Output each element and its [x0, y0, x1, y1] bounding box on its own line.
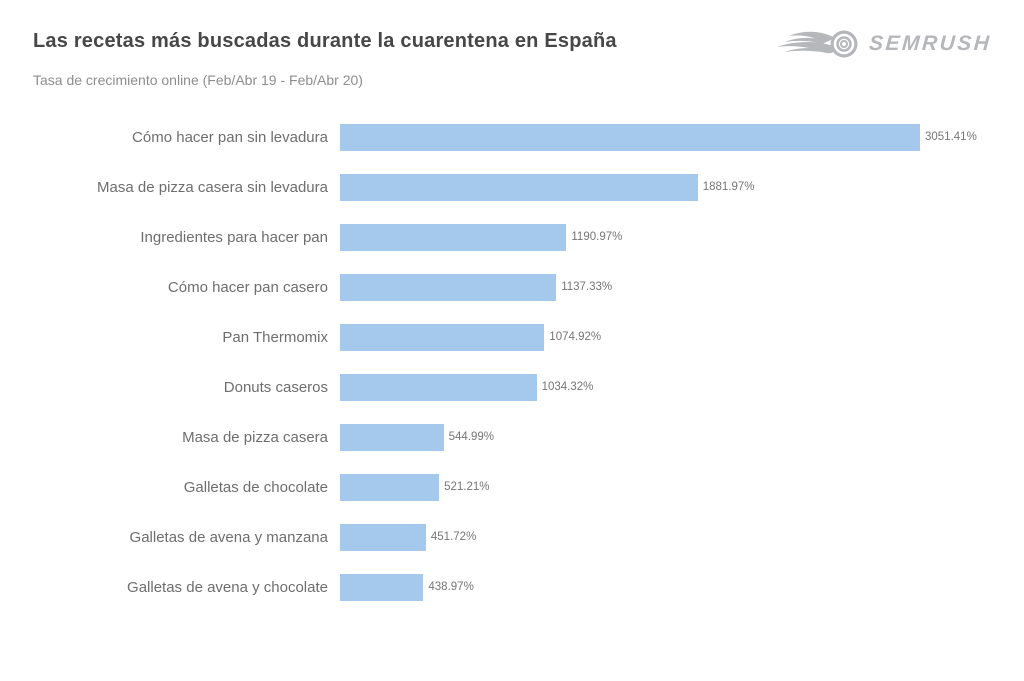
value-label: 451.72% — [430, 531, 477, 543]
bar — [340, 373, 537, 401]
bar — [340, 123, 920, 151]
value-label: 3051.41% — [925, 131, 977, 143]
bar-track: 521.21% — [340, 473, 1024, 501]
chart-row: Pan Thermomix 1074.92% — [0, 312, 1024, 362]
category-label: Galletas de avena y manzana — [129, 528, 328, 546]
chart-row: Cómo hacer pan casero 1137.33% — [0, 262, 1024, 312]
bar-track: 451.72% — [340, 523, 1024, 551]
bar-track: 1190.97% — [340, 223, 1024, 251]
chart-row: Cómo hacer pan sin levadura 3051.41% — [0, 112, 1024, 162]
value-label: 1074.92% — [549, 331, 602, 343]
bar — [340, 323, 545, 351]
bar-track: 1074.92% — [340, 323, 1024, 351]
category-label: Cómo hacer pan sin levadura — [132, 128, 328, 146]
chart-row: Masa de pizza casera sin levadura 1881.9… — [0, 162, 1024, 212]
bar — [340, 573, 424, 601]
chart-row: Masa de pizza casera 544.99% — [0, 412, 1024, 462]
category-label: Masa de pizza casera — [182, 428, 328, 446]
chart-subtitle: Tasa de crecimiento online (Feb/Abr 19 -… — [33, 72, 363, 88]
bar-chart: Cómo hacer pan sin levadura 3051.41% Mas… — [0, 112, 1024, 612]
value-label: 1137.33% — [561, 281, 613, 293]
value-label: 438.97% — [428, 581, 474, 593]
bar-track: 1034.32% — [340, 373, 1024, 401]
value-label: 1190.97% — [571, 231, 623, 243]
bar — [340, 473, 440, 501]
chart-rows: Cómo hacer pan sin levadura 3051.41% Mas… — [0, 112, 1024, 612]
chart-row: Galletas de avena y chocolate 438.97% — [0, 562, 1024, 612]
bar — [340, 223, 567, 251]
chart-row: Galletas de chocolate 521.21% — [0, 462, 1024, 512]
bar-track: 3051.41% — [340, 123, 1024, 151]
bar-track: 544.99% — [340, 423, 1024, 451]
category-label: Galletas de chocolate — [183, 478, 328, 496]
bar — [340, 523, 426, 551]
category-label: Galletas de avena y chocolate — [127, 578, 328, 596]
semrush-flame-ball-icon — [775, 26, 863, 62]
bar — [340, 423, 444, 451]
value-label: 1881.97% — [702, 181, 755, 193]
bar-track: 438.97% — [340, 573, 1024, 601]
chart-row: Donuts caseros 1034.32% — [0, 362, 1024, 412]
chart-row: Galletas de avena y manzana 451.72% — [0, 512, 1024, 562]
value-label: 544.99% — [448, 431, 494, 443]
semrush-logo: SEMRUSH — [775, 26, 993, 62]
category-label: Pan Thermomix — [222, 328, 328, 346]
category-label: Ingredientes para hacer pan — [140, 228, 328, 246]
bar — [340, 173, 698, 201]
category-label: Cómo hacer pan casero — [167, 278, 328, 296]
bar — [340, 273, 557, 301]
chart-title: Las recetas más buscadas durante la cuar… — [33, 30, 617, 52]
value-label: 521.21% — [444, 481, 490, 493]
bar-track: 1881.97% — [340, 173, 1024, 201]
bar-track: 1137.33% — [340, 273, 1024, 301]
category-label: Donuts caseros — [223, 378, 328, 396]
value-label: 1034.32% — [541, 381, 594, 393]
semrush-logo-text: SEMRUSH — [868, 32, 993, 55]
chart-row: Ingredientes para hacer pan 1190.97% — [0, 212, 1024, 262]
category-label: Masa de pizza casera sin levadura — [97, 178, 328, 196]
